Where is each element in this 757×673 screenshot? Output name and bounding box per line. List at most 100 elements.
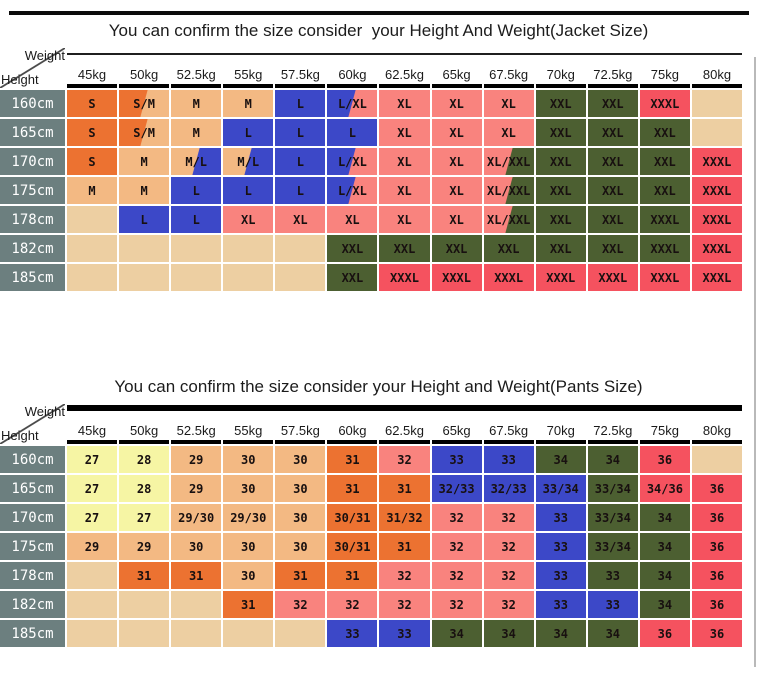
- empty-cell: [691, 90, 742, 117]
- empty-cell: [67, 620, 118, 647]
- size-cell: XXL: [587, 148, 638, 175]
- size-cell: XL/XXL: [483, 206, 534, 233]
- size-cell: 33: [327, 620, 378, 647]
- size-cell: 31: [223, 591, 274, 618]
- size-cell: 31: [379, 533, 430, 560]
- size-cell: XXL: [639, 148, 690, 175]
- size-cell: 27: [67, 504, 118, 531]
- size-cell: M: [119, 148, 170, 175]
- size-cell: L/XL: [327, 90, 378, 117]
- size-cell: 32: [431, 533, 482, 560]
- size-cell: XXL: [587, 119, 638, 146]
- size-cell: 31: [327, 475, 378, 502]
- size-cell: 36: [691, 620, 742, 647]
- empty-cell: [171, 591, 222, 618]
- size-cell: 34: [639, 533, 690, 560]
- col-header-weight: 52.5kg: [171, 404, 222, 444]
- col-header-weight: 67.5kg: [483, 404, 534, 444]
- row-header-height: 170cm: [0, 504, 65, 531]
- size-cell: XL: [379, 177, 430, 204]
- height-axis-label: Height: [1, 428, 39, 443]
- size-cell: 31: [379, 475, 430, 502]
- size-cell: 32: [431, 591, 482, 618]
- size-cell: M/L: [171, 148, 222, 175]
- col-header-weight: 80kg: [691, 404, 742, 444]
- row-header-height: 178cm: [0, 562, 65, 589]
- size-cell: XXL: [639, 177, 690, 204]
- size-cell: XL/XXL: [483, 148, 534, 175]
- size-cell: 34: [535, 620, 586, 647]
- empty-cell: [67, 264, 118, 291]
- size-cell: XXXL: [535, 264, 586, 291]
- size-cell: M/L: [223, 148, 274, 175]
- size-cell: XXXL: [587, 264, 638, 291]
- size-cell: XL: [483, 90, 534, 117]
- corner-cell: Weight Height: [0, 48, 65, 88]
- size-cell: M: [119, 177, 170, 204]
- top-divider-line: [9, 11, 749, 15]
- empty-cell: [275, 264, 326, 291]
- row-header-height: 170cm: [0, 148, 65, 175]
- empty-cell: [275, 235, 326, 262]
- size-cell: 34: [483, 620, 534, 647]
- size-cell: 27: [67, 446, 118, 473]
- size-cell: L: [275, 119, 326, 146]
- row-header-height: 175cm: [0, 533, 65, 560]
- weight-axis-label: Weight: [24, 48, 65, 63]
- size-cell: 36: [691, 591, 742, 618]
- empty-cell: [67, 235, 118, 262]
- size-cell: 32: [483, 533, 534, 560]
- size-cell: XXXL: [639, 235, 690, 262]
- weight-axis-label: Weight: [24, 404, 65, 419]
- size-cell: 32: [327, 591, 378, 618]
- size-cell: XL: [223, 206, 274, 233]
- col-header-weight: 50kg: [119, 48, 170, 88]
- col-header-weight: 75kg: [639, 48, 690, 88]
- size-cell: XXL: [587, 206, 638, 233]
- size-cell: XL: [431, 177, 482, 204]
- size-cell: XXL: [535, 177, 586, 204]
- size-cell: 32/33: [431, 475, 482, 502]
- size-cell: XXL: [431, 235, 482, 262]
- empty-cell: [275, 620, 326, 647]
- col-header-weight: 45kg: [67, 48, 118, 88]
- size-cell: 32: [483, 591, 534, 618]
- size-cell: 29: [171, 446, 222, 473]
- col-header-weight: 80kg: [691, 48, 742, 88]
- size-cell: 32: [379, 562, 430, 589]
- size-cell: 30: [275, 533, 326, 560]
- col-header-weight: 67.5kg: [483, 48, 534, 88]
- size-cell: 31: [119, 562, 170, 589]
- size-cell: 30/31: [327, 504, 378, 531]
- col-header-weight: 62.5kg: [379, 404, 430, 444]
- size-cell: 30: [275, 475, 326, 502]
- row-header-height: 182cm: [0, 591, 65, 618]
- size-cell: 33: [535, 562, 586, 589]
- size-cell: 33/34: [587, 533, 638, 560]
- size-cell: XXXL: [379, 264, 430, 291]
- size-chart-page: { "colors": { "palette": { "o": "#EC7231…: [0, 11, 757, 673]
- size-cell: 32: [379, 446, 430, 473]
- size-cell: XXXL: [431, 264, 482, 291]
- col-header-weight: 55kg: [223, 404, 274, 444]
- col-header-weight: 72.5kg: [587, 48, 638, 88]
- empty-cell: [171, 264, 222, 291]
- size-cell: XXXL: [691, 148, 742, 175]
- size-cell: L: [223, 177, 274, 204]
- empty-cell: [223, 264, 274, 291]
- header-rule: [67, 53, 742, 55]
- size-cell: 33: [535, 591, 586, 618]
- col-header-weight: 45kg: [67, 404, 118, 444]
- size-cell: 29: [119, 533, 170, 560]
- row-header-height: 160cm: [0, 90, 65, 117]
- empty-cell: [119, 264, 170, 291]
- size-cell: L/XL: [327, 148, 378, 175]
- size-cell: 32: [379, 591, 430, 618]
- size-cell: L: [223, 119, 274, 146]
- size-cell: 36: [691, 504, 742, 531]
- size-cell: 33/34: [587, 475, 638, 502]
- size-cell: 33/34: [535, 475, 586, 502]
- size-cell: XXXL: [691, 264, 742, 291]
- size-cell: 30: [223, 533, 274, 560]
- size-cell: XL: [275, 206, 326, 233]
